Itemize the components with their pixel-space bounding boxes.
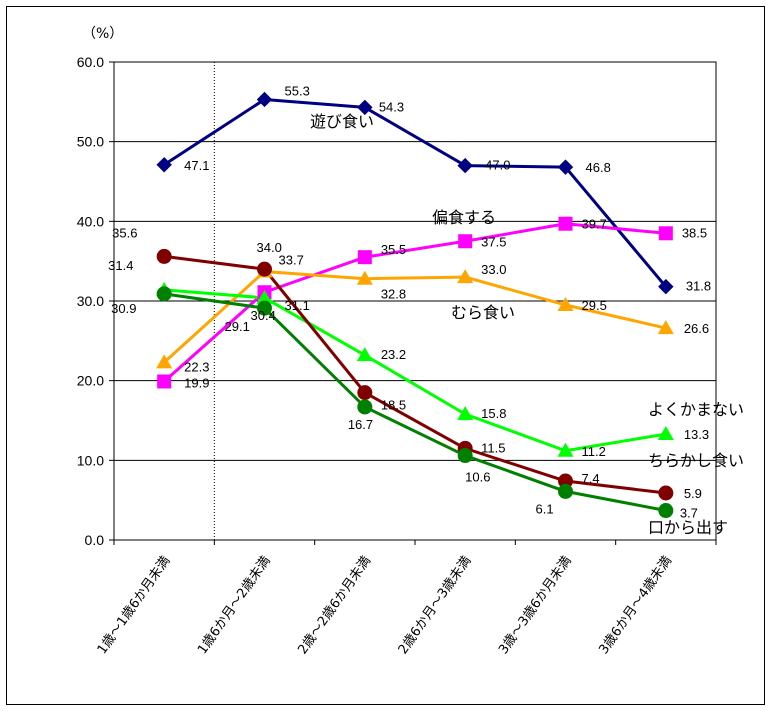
y-tick-label-2: 20.0 <box>77 373 104 389</box>
data-label-3-5: 13.3 <box>684 427 709 442</box>
point-4-1 <box>257 261 272 277</box>
series-name-label-5: 口から出す <box>648 518 728 537</box>
point-3-1 <box>256 289 273 304</box>
data-label-3-1: 30.4 <box>251 308 276 323</box>
data-label-3-4: 11.2 <box>582 444 606 459</box>
point-5-4 <box>558 483 573 499</box>
point-0-4 <box>557 159 574 175</box>
point-4-5 <box>658 485 674 501</box>
point-1-0 <box>157 374 172 389</box>
data-label-0-5: 31.8 <box>686 279 711 294</box>
data-label-0-3: 47.0 <box>485 158 510 173</box>
series-lines-layer <box>163 97 667 512</box>
point-3-4 <box>557 442 574 457</box>
point-1-2 <box>357 250 372 265</box>
y-axis-unit-label: （%） <box>82 26 123 42</box>
y-tick-label-0: 0.0 <box>85 532 105 548</box>
data-label-4-3: 11.5 <box>481 440 505 455</box>
data-label-0-4: 46.8 <box>586 160 611 175</box>
point-1-3 <box>458 234 473 249</box>
data-label-1-1: 31.1 <box>285 298 310 313</box>
point-5-5 <box>658 503 674 519</box>
point-4-4 <box>558 473 573 489</box>
data-label-2-1: 33.7 <box>279 253 304 268</box>
y-tick-label-6: 60.0 <box>77 54 104 70</box>
data-label-0-2: 54.3 <box>379 99 404 114</box>
data-label-2-5: 26.6 <box>684 321 709 336</box>
x-category-label-2: 2歳～2歳6か月未満 <box>295 554 374 657</box>
data-label-5-5: 3.7 <box>680 506 698 521</box>
y-tick-label-3: 30.0 <box>77 293 104 309</box>
data-label-1-0: 19.9 <box>184 375 209 390</box>
data-label-4-2: 18.5 <box>381 398 406 413</box>
series-line-4 <box>163 254 667 495</box>
x-category-label-5: 3歳6か月～4歳未満 <box>596 554 675 657</box>
chart-frame <box>6 6 765 705</box>
point-4-2 <box>357 385 373 401</box>
data-label-1-3: 37.5 <box>481 234 506 249</box>
series-name-label-4: ちらかし食い <box>648 451 744 470</box>
point-3-2 <box>356 347 373 362</box>
point-2-4 <box>557 296 574 311</box>
data-label-0-0: 47.1 <box>184 158 209 173</box>
markers-layer <box>156 91 674 519</box>
y-tick-label-4: 40.0 <box>77 213 104 229</box>
series-line-5 <box>163 292 667 512</box>
data-label-3-0: 31.4 <box>108 258 133 273</box>
data-label-1-4: 39.7 <box>582 217 607 232</box>
point-0-1 <box>256 91 273 108</box>
labels-layer: 47.1 55.3 54.3 47.0 46.8 31.8 遊び食い 19.9 31.1 35.5… <box>108 83 744 537</box>
point-5-1 <box>257 300 272 316</box>
data-label-5-0: 30.9 <box>111 301 136 316</box>
point-2-5 <box>657 320 674 335</box>
series-line-3 <box>164 288 667 453</box>
data-label-1-5: 38.5 <box>682 225 707 240</box>
x-category-label-0: 1歳～1歳6か月未満 <box>95 554 174 657</box>
point-2-0 <box>156 354 173 369</box>
data-label-4-4: 7.4 <box>582 471 600 486</box>
point-4-0 <box>156 248 172 264</box>
series-name-label-1: 偏食する <box>432 208 496 227</box>
data-label-5-1: 29.1 <box>225 319 250 334</box>
series-name-label-2: むら食い <box>451 303 515 322</box>
series-name-label-3: よくかまない <box>648 400 744 419</box>
point-5-2 <box>357 399 373 415</box>
data-label-2-0: 22.3 <box>184 359 209 374</box>
point-0-0 <box>156 157 172 173</box>
data-label-2-3: 33.0 <box>481 262 506 277</box>
series-name-label-0: 遊び食い <box>310 112 374 131</box>
data-label-5-3: 10.6 <box>465 470 490 485</box>
x-category-label-1: 1歳6か月～2歳未満 <box>195 554 274 657</box>
point-2-2 <box>356 270 373 285</box>
point-5-3 <box>457 448 473 464</box>
data-label-2-4: 29.5 <box>582 298 607 313</box>
data-label-3-2: 23.2 <box>381 347 406 362</box>
point-1-5 <box>658 226 673 241</box>
x-category-label-3: 2歳6か月～3歳未満 <box>396 554 475 657</box>
data-label-4-1: 34.0 <box>257 240 282 255</box>
point-5-0 <box>156 286 172 302</box>
point-0-3 <box>457 157 473 174</box>
point-3-5 <box>657 426 674 441</box>
x-category-label-4: 3歳～3歳6か月未満 <box>496 554 575 657</box>
grid-layer <box>114 62 716 540</box>
data-label-5-2: 16.7 <box>348 417 373 432</box>
series-line-0 <box>163 97 667 288</box>
y-tick-label-5: 50.0 <box>77 134 104 150</box>
point-3-3 <box>457 406 474 421</box>
data-label-5-4: 6.1 <box>536 501 554 516</box>
data-label-2-2: 32.8 <box>381 287 406 302</box>
y-tick-label-1: 10.0 <box>77 452 104 468</box>
data-label-4-0: 35.6 <box>112 225 137 240</box>
data-label-0-1: 55.3 <box>285 83 310 98</box>
point-0-5 <box>658 278 674 295</box>
point-1-4 <box>558 216 573 231</box>
series-line-2 <box>163 270 667 364</box>
data-label-1-2: 35.5 <box>381 242 406 257</box>
point-0-2 <box>357 99 373 116</box>
point-2-3 <box>457 269 474 284</box>
data-label-4-5: 5.9 <box>684 486 702 501</box>
data-label-3-3: 15.8 <box>481 406 506 421</box>
